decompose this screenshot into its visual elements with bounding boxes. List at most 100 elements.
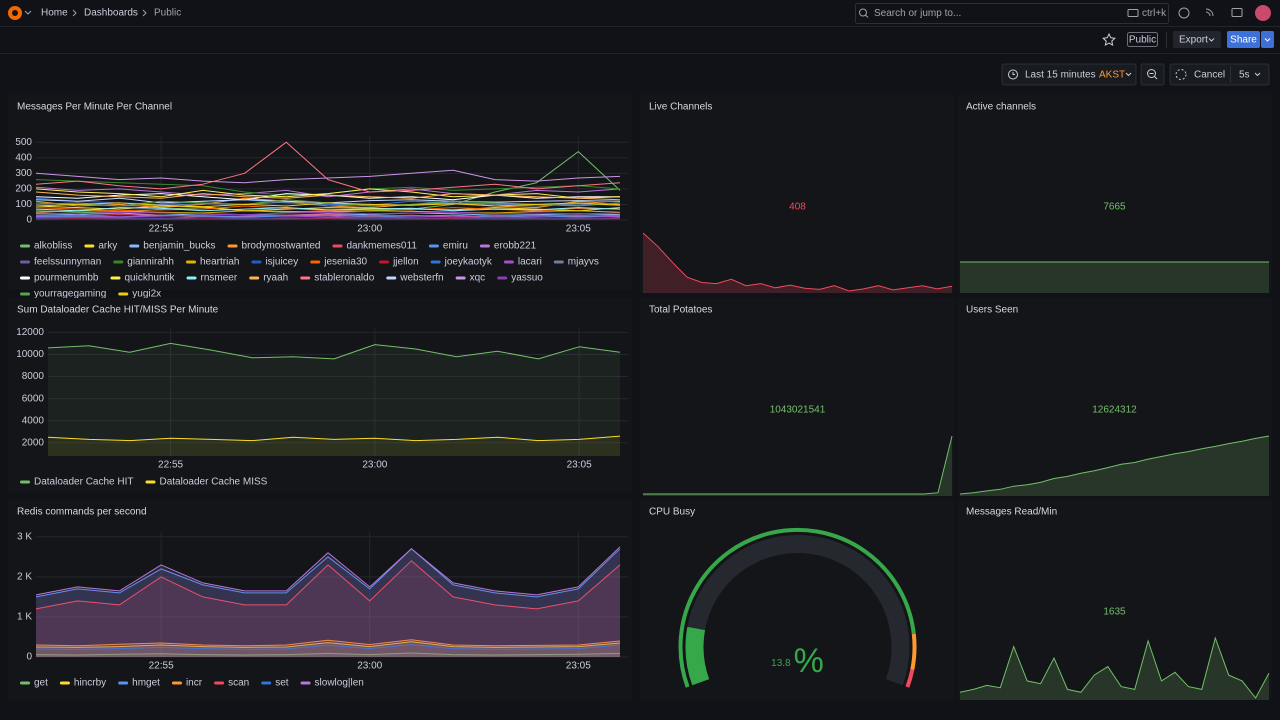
series-line (35, 201, 621, 207)
zoom-out-button[interactable] (1140, 63, 1165, 86)
y-tick-label: 400 (15, 152, 32, 163)
gauge-value (685, 626, 710, 686)
legend-swatch (251, 260, 262, 264)
legend-label: yassuo (511, 273, 543, 284)
x-tick-label: 22:55 (149, 661, 174, 672)
panel: Redis commands per second 0 1 K 2 K 3 K 22:55… (8, 500, 632, 700)
legend-swatch (430, 260, 441, 264)
x-tick-label: 23:05 (567, 460, 592, 471)
series-area (36, 548, 620, 657)
legend-swatch (113, 260, 124, 264)
panel: Active channels 7665 (957, 95, 1272, 293)
legend-label: joeykaotyk (444, 257, 493, 268)
breadcrumb[interactable]: Home (41, 8, 68, 19)
avatar[interactable] (1255, 5, 1271, 21)
legend-label: incr (186, 678, 203, 689)
series-area (48, 436, 620, 456)
y-tick-label: 200 (15, 184, 32, 195)
legend-label: giannirahh (127, 257, 174, 268)
series-line (35, 205, 621, 212)
series-line (35, 214, 621, 218)
series-line (35, 169, 621, 184)
panel: Live Channels 408 (640, 95, 955, 293)
legend-swatch (20, 681, 30, 685)
panel-frame (8, 500, 632, 700)
legend-swatch (186, 276, 197, 280)
legend-label: erobb221 (494, 241, 537, 252)
kiosk-icon[interactable] (1231, 8, 1243, 17)
legend-label: slowlog|len (315, 678, 364, 689)
y-tick-label: 1 K (17, 612, 32, 623)
time-picker[interactable] (1001, 63, 1137, 86)
share-button[interactable] (1227, 31, 1260, 48)
legend-swatch (553, 260, 564, 264)
series-line (35, 639, 621, 647)
news-icon[interactable] (1205, 8, 1214, 17)
help-icon[interactable] (1178, 7, 1190, 19)
series-line (35, 212, 621, 216)
legend-swatch (20, 276, 30, 280)
legend-label: jesenia30 (323, 257, 367, 268)
gauge-threshold (678, 527, 916, 688)
stat-value: 12624312 (1092, 405, 1137, 416)
legend-swatch (110, 276, 121, 280)
separator (142, 9, 147, 17)
gauge-value-text: 13.8 (771, 658, 791, 669)
sparkline-area (960, 638, 1269, 700)
legend-label: alkobliss (34, 241, 72, 252)
legend-label: Dataloader Cache HIT (34, 477, 134, 488)
star-icon[interactable] (1102, 32, 1116, 47)
search-icon (865, 14, 869, 18)
toolbar: Public Export Share (0, 31, 1280, 54)
sparkline (643, 435, 953, 495)
refresh-interval[interactable]: 5s (1239, 70, 1250, 81)
gauge-threshold (910, 633, 917, 671)
series-line (47, 435, 621, 442)
y-tick-label: 12000 (16, 327, 44, 338)
sparkline (959, 636, 1270, 699)
legend-swatch (20, 260, 30, 264)
series-line (35, 207, 621, 212)
series-area (36, 653, 620, 657)
y-tick-label: 0 (26, 215, 32, 226)
breadcrumb[interactable]: Dashboards (84, 8, 138, 19)
stat-value: 1043021541 (770, 405, 826, 416)
y-tick-label: 0 (26, 652, 32, 663)
share-dropdown[interactable] (1261, 31, 1274, 48)
y-tick-label: 4000 (22, 415, 45, 426)
legend-swatch (300, 276, 311, 280)
y-tick-label: 2000 (22, 437, 45, 448)
search-placeholder: Search or jump to... (874, 8, 961, 19)
legend-swatch (185, 260, 196, 264)
panel-title: Users Seen (966, 305, 1018, 316)
panel: Messages Read/Min 1635 (957, 500, 1272, 700)
search-box[interactable] (855, 3, 1169, 24)
separator (72, 9, 77, 17)
cancel-label[interactable]: Cancel (1194, 70, 1225, 81)
chevron (24, 10, 32, 15)
legend-swatch (118, 292, 129, 296)
search-icon (859, 8, 867, 17)
panel-frame (957, 298, 1272, 496)
series-line (47, 342, 621, 360)
export-label: Export (1179, 35, 1208, 46)
legend-label: mjayvs (568, 257, 599, 268)
panel-title: Active channels (966, 102, 1036, 113)
x-tick-label: 23:05 (566, 661, 591, 672)
time-controls: Last 15 minutes AKST Cancel 5s (1001, 63, 1270, 86)
y-tick-label: 300 (15, 168, 32, 179)
panel-title: CPU Busy (649, 507, 695, 518)
export-button[interactable] (1173, 31, 1221, 48)
series-line (35, 546, 621, 596)
legend-label: websterfn (399, 273, 443, 284)
gauge-label: 13.8% (771, 642, 824, 680)
refresh-picker[interactable] (1169, 63, 1270, 86)
legend-swatch (20, 292, 30, 296)
panel-frame (957, 500, 1272, 700)
series-line (35, 641, 621, 648)
zoom-icon (1149, 73, 1158, 80)
legend-label: dankmemes011 (346, 241, 417, 252)
legend-swatch (20, 244, 30, 248)
legend-label: benjamin_bucks (143, 241, 215, 252)
